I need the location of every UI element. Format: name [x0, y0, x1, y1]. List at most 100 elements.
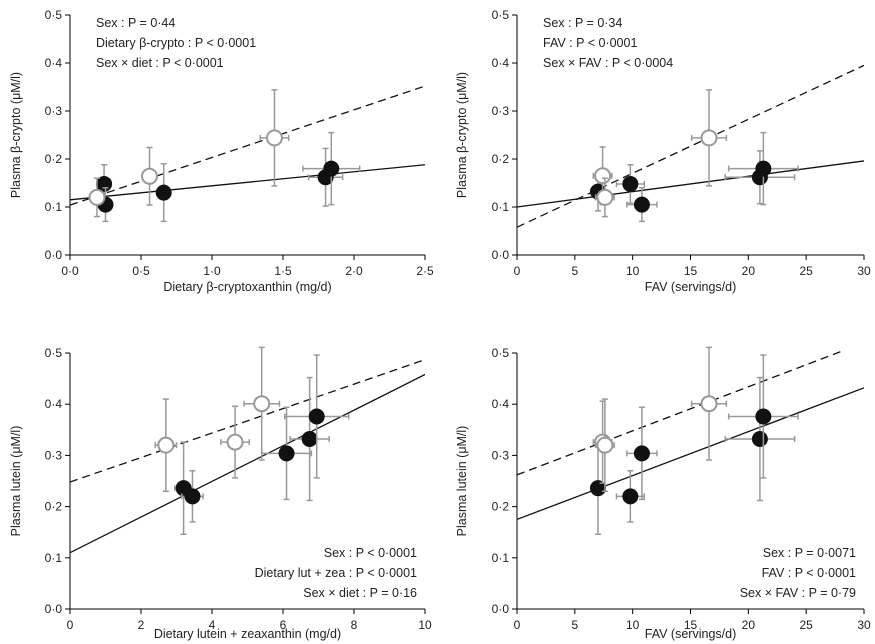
- stat-text: Sex : P < 0·0001: [324, 546, 417, 560]
- regression-line-solid: [70, 164, 425, 201]
- y-axis-label: Plasma lutein (μM/l): [455, 426, 469, 537]
- y-tick-label: 0·2: [492, 500, 510, 514]
- x-tick-label: 25: [799, 264, 813, 278]
- stat-text: Sex × diet : P < 0·0001: [96, 56, 224, 70]
- x-tick-label: 8: [351, 618, 358, 632]
- x-tick-label: 1·0: [203, 264, 221, 278]
- data-point-filled: [755, 408, 772, 425]
- stat-text: Dietary lut + zea : P < 0·0001: [255, 566, 417, 580]
- x-tick-label: 2: [138, 618, 145, 632]
- data-point-filled: [755, 160, 772, 177]
- y-tick-label: 0·4: [492, 56, 510, 70]
- stat-text: FAV : P < 0·0001: [762, 566, 856, 580]
- x-tick-label: 10: [626, 264, 640, 278]
- y-tick-label: 0·5: [45, 8, 63, 22]
- x-tick-label: 0·5: [132, 264, 150, 278]
- stat-text: Dietary β-crypto : P < 0·0001: [96, 36, 256, 50]
- x-tick-label: 10: [418, 618, 432, 632]
- x-tick-label: 20: [742, 618, 756, 632]
- x-tick-label: 10: [626, 618, 640, 632]
- data-point-filled: [184, 488, 201, 505]
- data-point-open: [700, 395, 718, 413]
- y-axis-label: Plasma β-crypto (μM/l): [9, 72, 23, 198]
- regression-line-solid: [517, 387, 864, 521]
- y-tick-label: 0·2: [45, 152, 63, 166]
- data-point-open: [596, 188, 614, 206]
- y-tick-label: 0·1: [45, 551, 63, 565]
- data-point-open: [596, 436, 614, 454]
- data-point-open: [594, 167, 612, 185]
- y-tick-label: 0·0: [45, 248, 63, 262]
- y-tick-label: 0·3: [492, 448, 510, 462]
- x-axis-label: Dietary β-cryptoxanthin (mg/d): [163, 280, 331, 294]
- x-tick-label: 1·5: [274, 264, 292, 278]
- y-tick-label: 0·5: [492, 8, 510, 22]
- x-tick-label: 15: [684, 264, 698, 278]
- stat-text: Sex × FAV : P < 0·0004: [543, 56, 673, 70]
- y-tick-label: 0·4: [45, 397, 63, 411]
- y-tick-label: 0·5: [492, 346, 510, 360]
- regression-line-dashed: [70, 85, 425, 206]
- data-point-filled: [633, 196, 650, 213]
- x-tick-label: 25: [799, 618, 813, 632]
- x-axis-label: FAV (servings/d): [645, 280, 736, 294]
- stat-text: Sex × diet : P = 0·16: [303, 586, 417, 600]
- data-point-filled: [301, 431, 318, 448]
- y-tick-label: 0·3: [45, 448, 63, 462]
- y-tick-label: 0·0: [492, 248, 510, 262]
- y-tick-label: 0·2: [45, 500, 63, 514]
- x-tick-label: 4: [209, 618, 216, 632]
- data-point-filled: [155, 184, 172, 201]
- x-tick-label: 0: [67, 618, 74, 632]
- y-tick-label: 0·4: [45, 56, 63, 70]
- data-point-filled: [622, 488, 639, 505]
- y-tick-label: 0·2: [492, 152, 510, 166]
- stat-text: FAV : P < 0·0001: [543, 36, 637, 50]
- chart-panel-3: 0·0 0·1 0·2 0·3 0·4 0·5 0 2 4 6 8 10 Dietary lutein …: [9, 346, 432, 641]
- data-point-open: [265, 129, 283, 147]
- y-tick-label: 0·5: [45, 346, 63, 360]
- x-tick-label: 20: [742, 264, 756, 278]
- x-tick-label: 2·5: [416, 264, 434, 278]
- regression-line-solid: [70, 373, 425, 554]
- regression-line-dashed: [517, 351, 845, 476]
- data-point-open: [253, 395, 271, 413]
- x-tick-label: 5: [571, 264, 578, 278]
- data-point-open: [88, 188, 106, 206]
- y-tick-label: 0·1: [492, 551, 510, 565]
- stat-text: Sex : P = 0·34: [543, 16, 622, 30]
- x-tick-label: 15: [684, 618, 698, 632]
- data-point-open: [226, 433, 244, 451]
- chart-panel-1: 0·0 0·1 0·2 0·3 0·4 0·5 0·0 0·5 1·0 1·5 2·0 2·5 Diet…: [9, 8, 434, 294]
- y-tick-label: 0·0: [492, 602, 510, 616]
- chart-panel-2: 0·0 0·1 0·2 0·3 0·4 0·5 0 5 10 15 20 25 30 FAV (servi…: [455, 8, 871, 294]
- data-point-open: [700, 129, 718, 147]
- x-tick-label: 30: [857, 618, 871, 632]
- y-tick-label: 0·0: [45, 602, 63, 616]
- data-point-filled: [633, 445, 650, 462]
- data-point-filled: [323, 160, 340, 177]
- stat-text: Sex × FAV : P = 0·79: [740, 586, 856, 600]
- data-point-filled: [308, 408, 325, 425]
- x-tick-label: 0: [514, 618, 521, 632]
- y-tick-label: 0·4: [492, 397, 510, 411]
- x-tick-label: 0: [514, 264, 521, 278]
- chart-panel-4: 0·0 0·1 0·2 0·3 0·4 0·5 0 5 10 15 20 25 30 FAV (servi…: [455, 346, 871, 641]
- data-point-filled: [622, 175, 639, 192]
- x-tick-label: 6: [280, 618, 287, 632]
- y-axis-label: Plasma lutein (μM/l): [9, 426, 23, 537]
- data-point-open: [157, 436, 175, 454]
- x-axis-label: FAV (servings/d): [645, 627, 736, 641]
- data-point-open: [141, 167, 159, 185]
- y-axis-label: Plasma β-crypto (μM/l): [455, 72, 469, 198]
- x-tick-label: 0·0: [61, 264, 79, 278]
- y-tick-label: 0·1: [45, 200, 63, 214]
- stat-text: Sex : P = 0·44: [96, 16, 175, 30]
- data-point-filled: [751, 431, 768, 448]
- data-point-filled: [278, 445, 295, 462]
- y-tick-label: 0·1: [492, 200, 510, 214]
- x-tick-label: 5: [571, 618, 578, 632]
- regression-line-solid: [517, 160, 864, 208]
- regression-line-dashed: [517, 64, 864, 228]
